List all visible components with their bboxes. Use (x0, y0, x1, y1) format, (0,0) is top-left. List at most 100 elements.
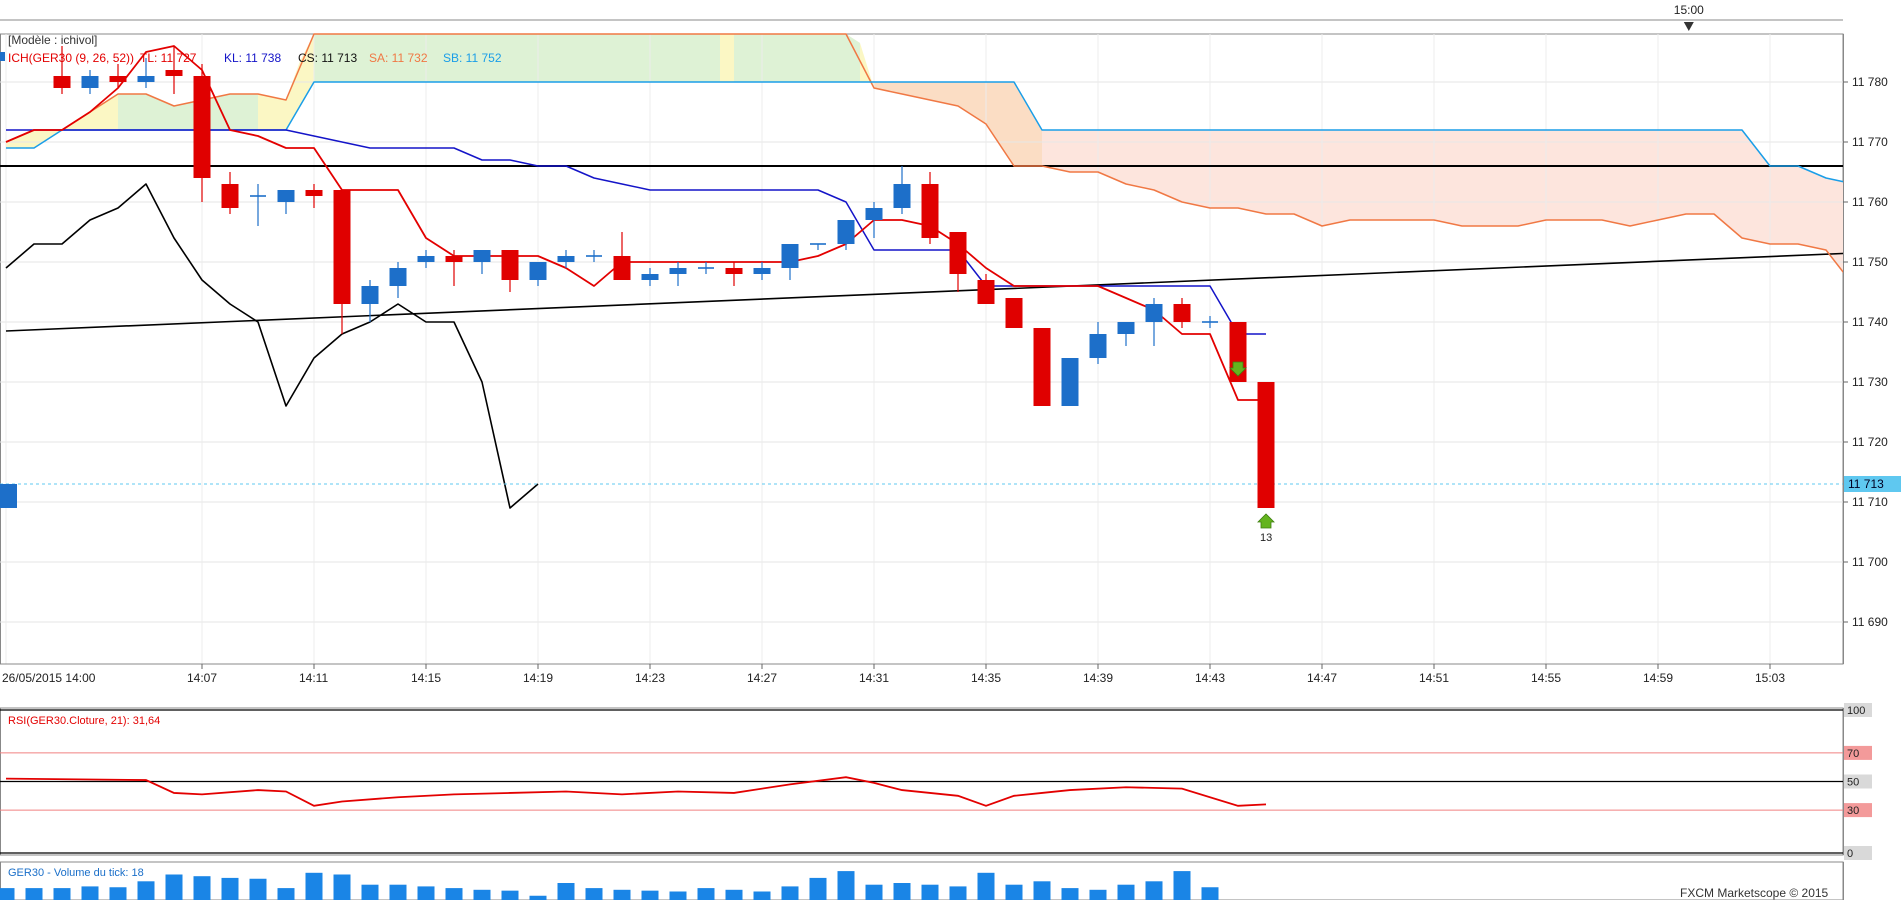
volume-bar (725, 889, 743, 900)
candle-body (949, 232, 967, 274)
time-tick-label: 14:15 (411, 671, 441, 685)
volume-bar (1145, 881, 1163, 900)
ichimoku-cloud-segment (1658, 130, 1672, 220)
time-tick-label: 14:27 (747, 671, 777, 685)
candlestick (193, 64, 211, 202)
candlestick (529, 262, 547, 286)
senkou-span-b-line (6, 81, 1855, 185)
ichimoku-cloud-segment (1126, 130, 1140, 187)
ichimoku-cloud-segment (1154, 130, 1168, 196)
time-tick-label: 14:11 (299, 671, 328, 685)
candle-body (389, 268, 407, 286)
candlestick (613, 232, 631, 280)
candlestick (1061, 358, 1079, 406)
ichimoku-cloud-segment (1266, 130, 1280, 214)
candlestick (109, 64, 127, 88)
top-time-marker-label: 15:00 (1674, 3, 1704, 17)
candle-body (837, 220, 855, 244)
candle-body (53, 76, 71, 88)
candle-body (221, 184, 239, 208)
legend-color-square (0, 52, 5, 61)
volume-bar (389, 884, 407, 900)
time-axis-date-label: 26/05/2015 14:00 (2, 671, 96, 685)
volume-bar (277, 888, 295, 900)
indicator-legend-value: KL: 11 738 (224, 51, 281, 65)
tenkan-sen-line (5, 45, 1266, 401)
candlestick (1173, 298, 1191, 328)
ichimoku-cloud-segment (1280, 130, 1294, 214)
price-tick-label: 11 730 (1852, 375, 1888, 389)
ichimoku-cloud-segment (1392, 130, 1406, 220)
candle-body (109, 76, 127, 82)
volume-bar (501, 890, 519, 900)
ichimoku-cloud-segment (1252, 130, 1266, 214)
ichimoku-cloud-segment (1476, 130, 1490, 226)
rsi-level-tag (1844, 745, 1872, 760)
ichimoku-cloud-segment (1434, 130, 1448, 223)
candlestick (586, 250, 602, 262)
ichimoku-cloud-segment (1364, 130, 1378, 220)
candle-body (1145, 304, 1163, 322)
candlestick (893, 166, 911, 214)
candlestick (1202, 316, 1218, 328)
candle-body (613, 256, 631, 280)
candle-body (1173, 304, 1191, 322)
volume-bar (417, 886, 435, 900)
volume-bar (333, 874, 351, 900)
current-price-tag (1844, 476, 1901, 492)
candle-body (865, 208, 883, 220)
volume-bar (109, 887, 127, 900)
indicator-model-label: [Modèle : ichivol] (8, 33, 97, 47)
ichimoku-cloud-segment (1042, 130, 1056, 169)
rsi-level-label: 100 (1847, 705, 1865, 717)
candlestick (977, 274, 995, 304)
volume-bar (977, 872, 995, 900)
senkou-span-a-line (5, 33, 1855, 287)
candlestick (445, 250, 463, 286)
candle-body (529, 262, 547, 280)
time-tick-label: 14:47 (1307, 671, 1337, 685)
volume-bar (305, 872, 323, 900)
volume-bar (53, 888, 71, 900)
ichimoku-cloud-segment (1574, 130, 1588, 220)
ichimoku-cloud-segment (1308, 130, 1322, 226)
volume-bar (613, 889, 631, 900)
ichimoku-cloud-segment (1672, 130, 1686, 217)
volume-bar (165, 874, 183, 900)
candlestick (949, 232, 967, 292)
time-tick-label: 14:23 (635, 671, 665, 685)
candlestick (837, 220, 855, 250)
cloud-tint-green-upper (314, 34, 720, 82)
cloud-tint-green-upper (734, 34, 860, 82)
signal-count-label: 13 (1260, 532, 1272, 544)
ichimoku-cloud-segment (1448, 130, 1462, 226)
candlestick (501, 250, 519, 292)
ichimoku-cloud-segment (1686, 130, 1700, 214)
candle-body (1005, 298, 1023, 328)
volume-bar (1033, 881, 1051, 900)
volume-bar (949, 886, 967, 900)
volume-bar (557, 883, 575, 900)
candle-body (473, 250, 491, 262)
candlestick (361, 280, 379, 322)
price-tick-label: 11 760 (1852, 195, 1888, 209)
candle-body (165, 70, 183, 76)
ichimoku-cloud-segment (1098, 130, 1112, 178)
price-tick-label: 11 720 (1852, 435, 1888, 449)
ichimoku-cloud-segment (1182, 130, 1196, 205)
ichimoku-cloud-segment (1336, 130, 1350, 223)
candlestick (389, 262, 407, 298)
candlestick (165, 46, 183, 94)
volume-bar (361, 884, 379, 900)
ichimoku-cloud-segment (1322, 130, 1336, 226)
volume-bar (809, 877, 827, 900)
ichimoku-cloud-segment (1112, 130, 1126, 184)
candle-body (277, 190, 295, 202)
volume-bar (25, 888, 43, 900)
volume-title: GER30 - Volume du tick: 18 (8, 867, 144, 879)
candle-body (753, 268, 771, 274)
rsi-level-tag (1844, 703, 1872, 717)
candle-body (305, 190, 323, 196)
indicator-legend-value: ICH(GER30 (9, 26, 52)) (8, 51, 134, 65)
candlestick (781, 244, 799, 280)
